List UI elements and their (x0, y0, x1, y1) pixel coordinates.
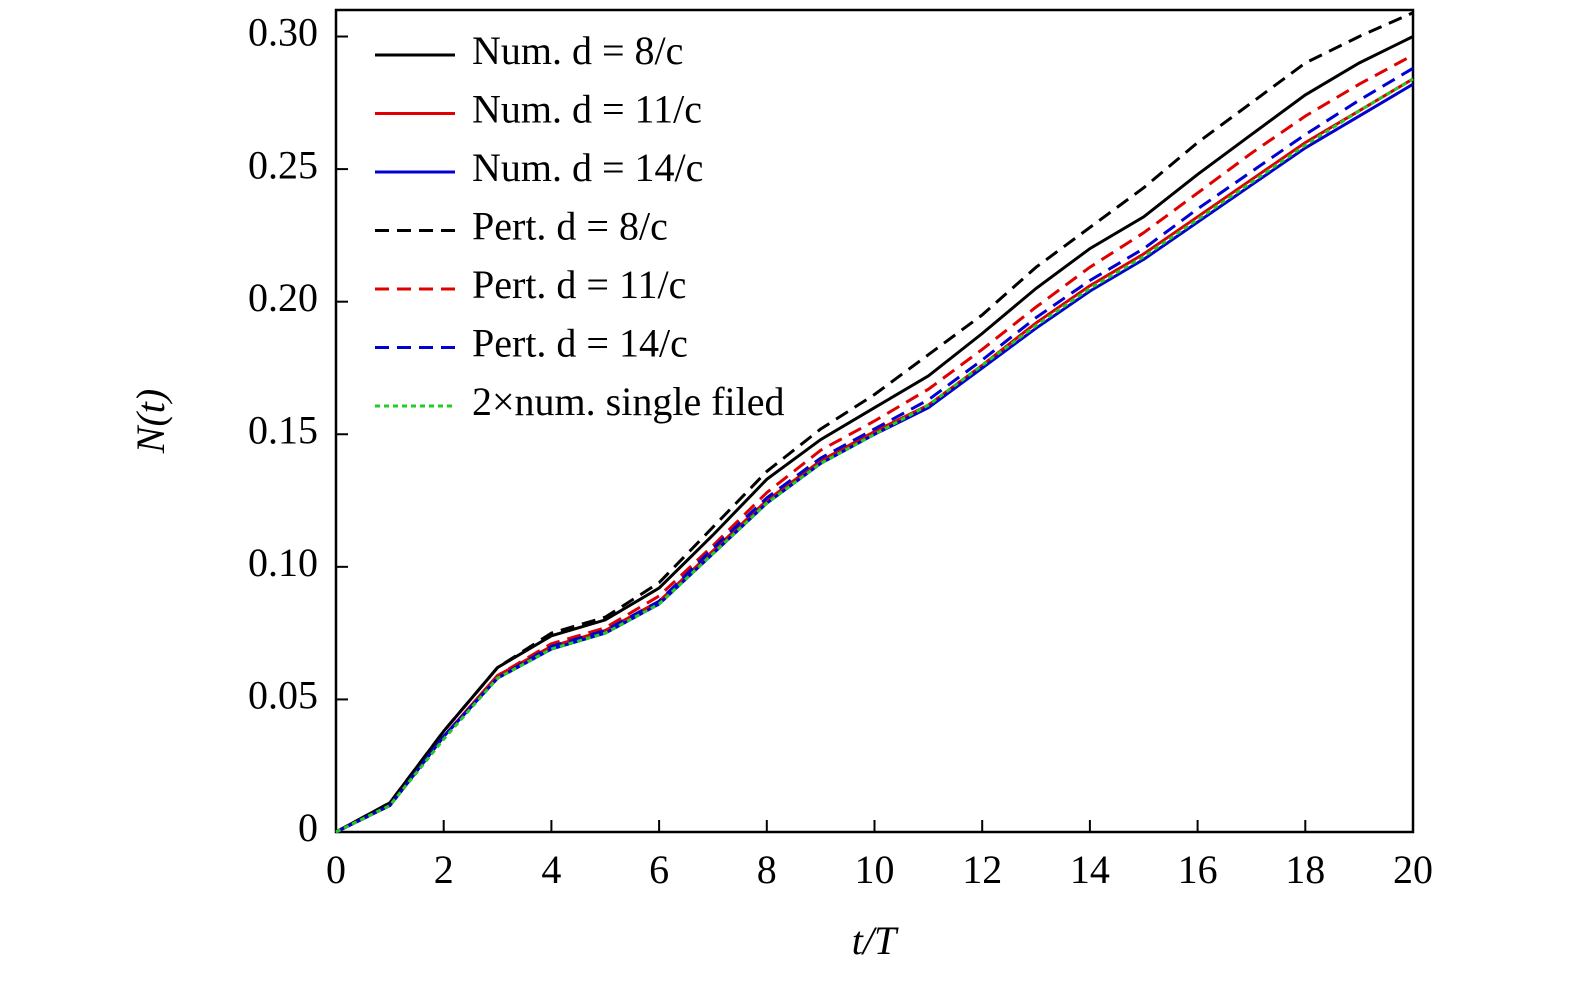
legend-label: Pert. d = 11/c (472, 262, 686, 307)
y-tick-label: 0.05 (248, 673, 318, 718)
series-line (335, 53, 1414, 834)
x-tick-label: 18 (1285, 847, 1325, 892)
y-tick-label: 0 (298, 805, 318, 850)
series-line (335, 82, 1414, 834)
x-tick-label: 16 (1178, 847, 1218, 892)
x-tick-label: 6 (649, 847, 669, 892)
series-line (335, 77, 1414, 834)
x-axis-label: t/T (852, 918, 899, 963)
legend-label: Num. d = 8/c (472, 28, 683, 73)
y-tick-label: 0.30 (248, 10, 318, 55)
legend-label: 2×num. single filed (472, 379, 785, 424)
x-tick-label: 14 (1070, 847, 1110, 892)
y-tick-label: 0.15 (248, 407, 318, 452)
x-tick-label: 20 (1393, 847, 1433, 892)
legend-label: Num. d = 14/c (472, 145, 703, 190)
y-tick-label: 0.10 (248, 540, 318, 585)
y-tick-label: 0.25 (248, 142, 318, 187)
x-tick-label: 10 (855, 847, 895, 892)
series-line (335, 11, 1414, 834)
x-tick-label: 4 (541, 847, 561, 892)
x-tick-label: 12 (962, 847, 1002, 892)
x-tick-label: 0 (326, 847, 346, 892)
x-tick-label: 2 (434, 847, 454, 892)
x-tick-label: 8 (757, 847, 777, 892)
legend-label: Num. d = 11/c (472, 87, 702, 132)
legend-label: Pert. d = 14/c (472, 321, 688, 366)
y-tick-label: 0.20 (248, 275, 318, 320)
legend-label: Pert. d = 8/c (472, 204, 668, 249)
series-line (335, 77, 1414, 834)
y-axis-label: N(t) (128, 389, 173, 454)
